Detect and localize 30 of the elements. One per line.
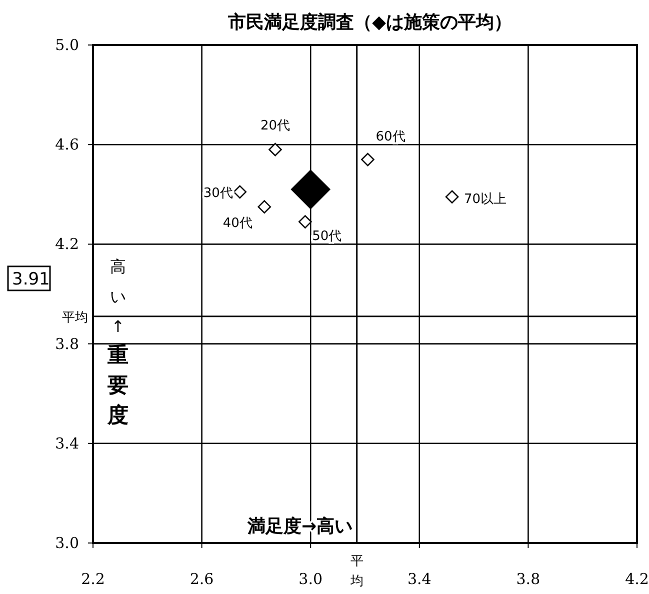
series-label: 30代 bbox=[203, 186, 233, 201]
x-tick-label: 3.0 bbox=[298, 570, 323, 588]
x-tick-label: 4.2 bbox=[625, 570, 649, 588]
series-label: 40代 bbox=[222, 216, 252, 231]
point bbox=[298, 215, 312, 228]
y-tick-label: 3.4 bbox=[55, 434, 79, 452]
y-tick-label: 4.2 bbox=[55, 235, 79, 254]
chart-title: 市民満足度調査（◆は施策の平均） bbox=[227, 12, 512, 33]
series-label: 60代 bbox=[376, 130, 406, 145]
text: 平均 bbox=[62, 310, 88, 326]
x-tick-label: 2.2 bbox=[81, 570, 105, 588]
series-label: 50代 bbox=[312, 228, 342, 244]
y-tick-label: 3.0 bbox=[55, 534, 79, 552]
point bbox=[233, 185, 247, 199]
ref-line-label: 平均 bbox=[349, 554, 364, 589]
ref-line-label: 3.91 bbox=[12, 269, 50, 290]
series-label: 70以上 bbox=[464, 192, 507, 207]
point bbox=[445, 190, 459, 204]
x-tick-label: 3.8 bbox=[516, 570, 540, 588]
annotation: 高い↑重要度 bbox=[106, 257, 128, 427]
x-tick-label: 2.6 bbox=[190, 570, 214, 588]
point bbox=[258, 200, 272, 214]
point bbox=[290, 170, 330, 210]
x-tick-label: 3.4 bbox=[407, 570, 432, 588]
series-label: 20代 bbox=[260, 118, 290, 134]
point bbox=[268, 142, 282, 156]
y-tick-label: 5.0 bbox=[55, 36, 79, 54]
y-tick-label: 4.6 bbox=[55, 136, 79, 154]
y-tick-label: 3.8 bbox=[55, 334, 79, 353]
point bbox=[361, 152, 374, 166]
